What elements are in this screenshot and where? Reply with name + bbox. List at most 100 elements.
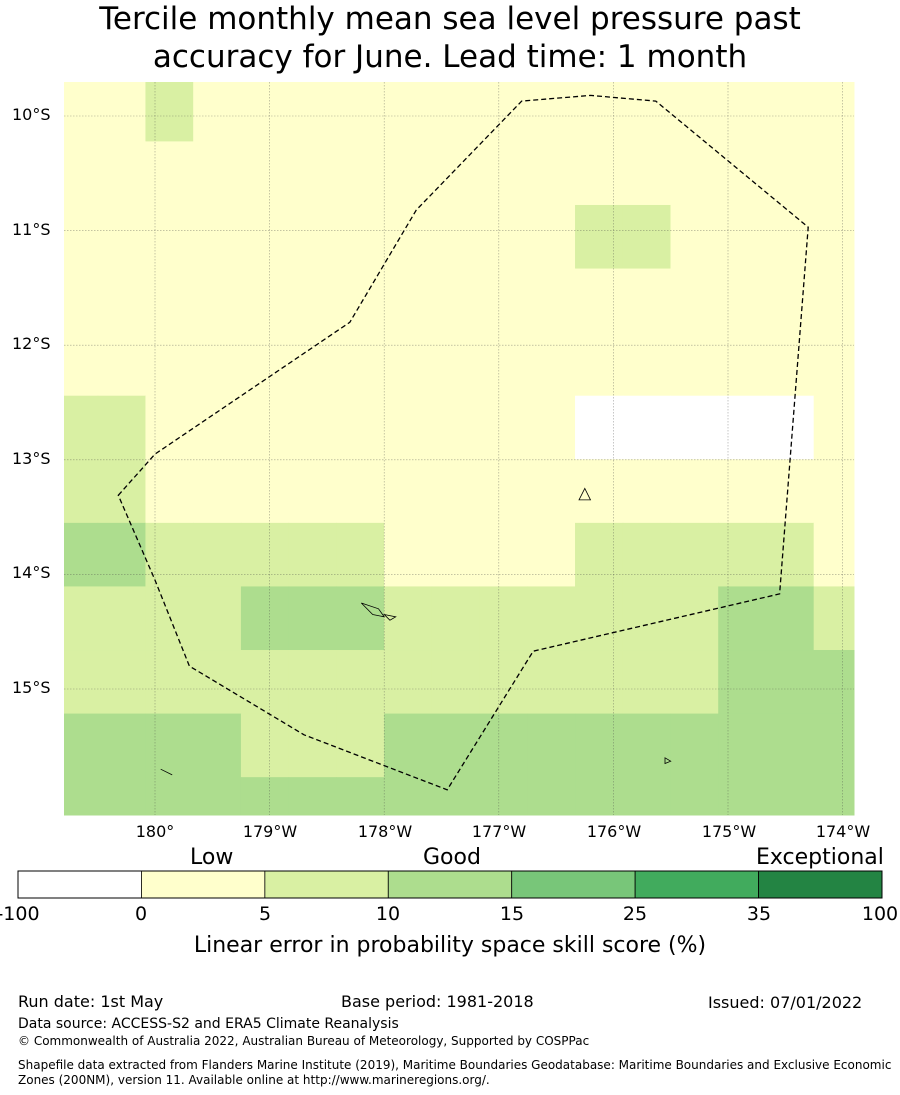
grid-cell <box>622 395 671 460</box>
grid-cell <box>575 713 624 778</box>
grid-cell <box>431 650 481 715</box>
grid-cell <box>670 82 719 142</box>
grid-cell <box>384 586 433 651</box>
category-good: Good <box>423 845 481 870</box>
grid-cell <box>240 141 290 206</box>
copyright: © Commonwealth of Australia 2022, Austra… <box>18 1034 590 1048</box>
grid-cell <box>765 459 815 524</box>
grid-cell <box>670 141 719 206</box>
grid-cell <box>288 777 337 816</box>
cb-tick-10: 10 <box>375 903 401 925</box>
grid-cell <box>384 713 433 778</box>
grid-cell <box>813 522 855 587</box>
grid-cell <box>193 777 242 816</box>
colorbar-bin <box>387 870 513 899</box>
grid-cell <box>64 522 99 587</box>
grid-cell <box>145 141 194 206</box>
grid-cell <box>336 395 385 460</box>
island-outline <box>664 757 672 765</box>
grid-cell <box>575 586 624 651</box>
grid-cell <box>145 268 194 333</box>
grid-cell <box>527 650 576 715</box>
grid-cell <box>575 141 624 206</box>
grid-cell <box>622 268 671 333</box>
grid-cell <box>193 395 242 460</box>
grid-cell <box>479 459 528 524</box>
grid-cell <box>670 586 719 651</box>
grid-cell <box>193 268 242 333</box>
grid-cell <box>145 332 194 397</box>
grid-cell <box>336 522 385 587</box>
grid-cell <box>479 713 528 778</box>
grid-cell <box>479 141 528 206</box>
grid-cell <box>670 204 719 270</box>
grid-cell <box>765 777 815 816</box>
grid-cell <box>622 522 671 587</box>
grid-cell <box>622 82 671 142</box>
grid-cell <box>193 586 242 651</box>
grid-cell <box>765 395 815 460</box>
grid-cell <box>64 459 99 524</box>
grid-cell <box>431 82 481 142</box>
grid-cell <box>670 268 719 333</box>
grid-cell <box>145 713 194 778</box>
grid-cell <box>718 459 767 524</box>
grid-cell <box>240 650 290 715</box>
grid-cell <box>336 777 385 816</box>
grid-cell <box>622 459 671 524</box>
grid-cell <box>97 650 146 715</box>
grid-cell <box>193 459 242 524</box>
category-low: Low <box>190 845 234 870</box>
map-title: Tercile monthly mean sea level pressure … <box>0 0 900 76</box>
grid-cell <box>240 332 290 397</box>
grid-cell <box>670 777 719 816</box>
grid-cell <box>622 204 671 270</box>
grid-cell <box>336 82 385 142</box>
lon-label-178w: 178°W <box>357 822 413 841</box>
grid-cell <box>384 459 433 524</box>
grid-cell <box>193 650 242 715</box>
grid-cell <box>622 141 671 206</box>
grid-cell <box>97 586 146 651</box>
grid-cell <box>431 586 481 651</box>
cb-tick-25: 25 <box>622 903 648 925</box>
grid-cell <box>527 586 576 651</box>
grid-cell <box>240 268 290 333</box>
lat-label-12s: 12°S <box>12 334 51 353</box>
grid-cell <box>765 141 815 206</box>
grid-cell <box>575 332 624 397</box>
grid-cell <box>384 522 433 587</box>
grid-cell <box>64 268 99 333</box>
grid-cell <box>240 713 290 778</box>
grid-cell <box>145 82 194 142</box>
grid-cell <box>765 82 815 142</box>
grid-cell <box>527 82 576 142</box>
grid-cell <box>813 141 855 206</box>
grid-cell <box>479 204 528 270</box>
grid-cell <box>336 141 385 206</box>
data-source: Data source: ACCESS-S2 and ERA5 Climate … <box>18 1016 399 1032</box>
grid-cell <box>813 459 855 524</box>
grid-cell <box>622 650 671 715</box>
lon-label-180: 180° <box>135 822 175 841</box>
cb-tick-35: 35 <box>746 903 772 925</box>
grid-cell <box>527 204 576 270</box>
grid-cell <box>97 522 146 587</box>
grid-cell <box>336 204 385 270</box>
grid-cell <box>145 459 194 524</box>
lat-label-14s: 14°S <box>12 563 51 582</box>
grid-cell <box>479 650 528 715</box>
grid-cell <box>193 204 242 270</box>
grid-cell <box>336 586 385 651</box>
grid-cell <box>64 713 99 778</box>
grid-cell <box>384 268 433 333</box>
grid-cell <box>193 141 242 206</box>
grid-cell <box>813 713 855 778</box>
grid-cell <box>431 777 481 816</box>
grid-cell <box>97 268 146 333</box>
lat-label-11s: 11°S <box>12 220 51 239</box>
grid-cell <box>97 459 146 524</box>
lon-label-176w: 176°W <box>586 822 642 841</box>
grid-cell <box>384 650 433 715</box>
grid-cell <box>193 82 242 142</box>
